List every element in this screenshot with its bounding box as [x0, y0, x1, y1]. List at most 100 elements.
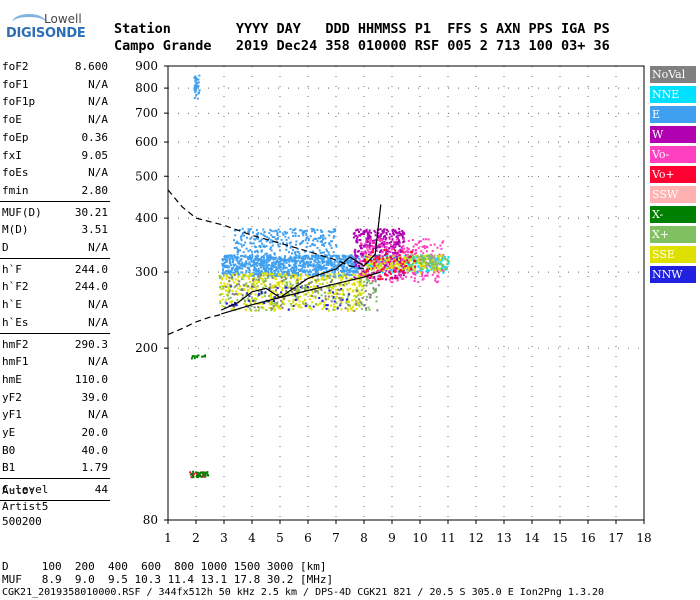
scatter-point [316, 275, 319, 278]
scatter-point [307, 291, 310, 294]
scatter-point [307, 271, 310, 274]
scatter-point [264, 291, 267, 294]
scatter-point [275, 260, 277, 263]
scatter-point [351, 299, 354, 302]
scatter-point [228, 291, 231, 294]
scatter-point [231, 300, 234, 303]
scatter-point [444, 267, 447, 270]
scatter-point [263, 268, 266, 271]
scatter-point [260, 290, 263, 293]
scatter-point [365, 284, 368, 287]
scatter-point [195, 475, 198, 478]
scatter-point [304, 289, 306, 292]
scatter-point [347, 295, 350, 298]
scatter-point [277, 245, 280, 248]
scatter-point [229, 301, 232, 304]
scatter-point [388, 250, 391, 253]
scatter-point [262, 275, 265, 278]
scatter-point [333, 300, 336, 303]
logo-line1: Lowell [44, 12, 82, 26]
scatter-point [250, 250, 253, 253]
scatter-point [233, 239, 235, 242]
scatter-point [417, 255, 419, 258]
scatter-point [365, 278, 368, 281]
y-tick-label: 200 [135, 341, 158, 355]
scatter-point [386, 250, 389, 253]
scatter-point [349, 255, 352, 257]
scatter-point [368, 246, 371, 249]
scatter-point [263, 295, 266, 298]
scatter-point [242, 287, 245, 290]
scatter-point [254, 255, 257, 258]
scatter-point [326, 281, 329, 284]
scatter-point [360, 289, 363, 292]
scatter-point [262, 266, 265, 269]
scatter-point [338, 282, 341, 285]
scatter-point [413, 280, 416, 282]
scatter-point [436, 274, 439, 277]
scatter-point [335, 254, 338, 257]
scatter-point [227, 272, 230, 274]
scatter-point [304, 239, 307, 242]
scatter-point [403, 256, 406, 259]
scatter-point [377, 245, 380, 248]
scatter-point [330, 231, 333, 234]
scatter-point [270, 285, 273, 288]
legend-item: Vo+ [650, 166, 696, 183]
scatter-point [249, 292, 252, 295]
scatter-point [356, 271, 359, 274]
scatter-point [194, 75, 197, 78]
scatter-point [268, 232, 271, 235]
scatter-point [295, 269, 298, 272]
scatter-point [310, 261, 312, 264]
scatter-point [227, 269, 230, 272]
scatter-point [385, 255, 388, 258]
scatter-point [198, 89, 201, 92]
scatter-point [380, 262, 383, 265]
scatter-point [354, 234, 357, 237]
scatter-point [231, 303, 233, 306]
scatter-point [313, 285, 316, 288]
scatter-point [284, 232, 287, 235]
scatter-point [274, 262, 277, 264]
x-tick-label: 14 [524, 531, 540, 545]
scatter-point [390, 268, 393, 271]
scatter-point [260, 282, 263, 285]
scatter-point [272, 230, 275, 233]
scatter-point [350, 256, 353, 259]
scatter-point [260, 250, 263, 253]
scatter-point [347, 309, 349, 312]
scatter-point [282, 233, 285, 236]
scatter-point [343, 273, 346, 276]
scatter-point [261, 263, 264, 265]
scatter-point [361, 270, 364, 273]
scatter-point [361, 297, 364, 299]
scatter-point [354, 257, 357, 260]
scatter-point [323, 251, 325, 254]
scatter-point [299, 278, 302, 280]
scatter-point [301, 270, 304, 273]
scatter-point [304, 284, 307, 287]
scatter-point [249, 308, 252, 311]
scatter-point [343, 256, 346, 259]
y-tick-label: 400 [135, 211, 158, 225]
scatter-point [323, 257, 325, 260]
scatter-point [223, 258, 225, 261]
scatter-point [442, 270, 445, 273]
scatter-point [219, 281, 222, 284]
scatter-point [278, 256, 281, 259]
scatter-point [408, 259, 411, 262]
scatter-point [271, 262, 274, 264]
scatter-point [271, 297, 274, 300]
scatter-point [349, 261, 352, 264]
scatter-point [385, 278, 387, 281]
scatter-point [347, 281, 350, 284]
scatter-point [307, 263, 310, 266]
scatter-point [437, 275, 440, 278]
scatter-point [237, 261, 240, 264]
scatter-point [423, 247, 426, 250]
scatter-point [316, 240, 319, 243]
scatter-point [438, 267, 441, 270]
scatter-point [355, 300, 358, 303]
scatter-point [437, 280, 440, 283]
